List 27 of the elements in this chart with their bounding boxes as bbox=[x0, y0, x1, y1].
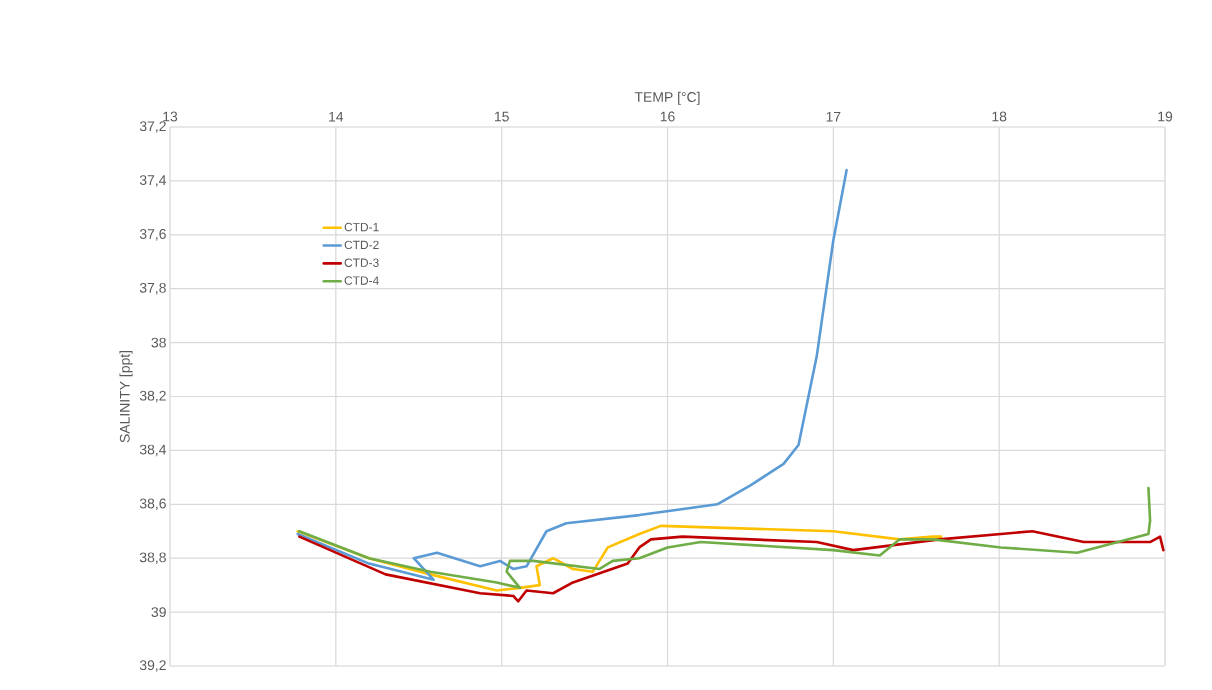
legend-label: CTD-2 bbox=[344, 240, 379, 250]
y-tick-label: 38,6 bbox=[139, 498, 166, 511]
y-tick-label: 39 bbox=[151, 607, 166, 618]
y-tick-label: 37,6 bbox=[139, 229, 166, 241]
legend-label: CTD-4 bbox=[344, 276, 379, 285]
x-tick-label: 13 bbox=[163, 111, 178, 122]
x-tick-label: 17 bbox=[826, 111, 841, 122]
y-tick-label: 37,8 bbox=[139, 282, 166, 295]
y-axis-title: SALINITY [ppt] bbox=[119, 351, 133, 443]
x-tick-label: 19 bbox=[1158, 111, 1173, 122]
y-tick-label: 38,8 bbox=[139, 552, 166, 564]
legend-label: CTD-1 bbox=[344, 222, 379, 232]
y-tick-label: 38 bbox=[151, 337, 166, 348]
legend-label: CTD-3 bbox=[344, 258, 379, 267]
x-tick-label: 15 bbox=[494, 111, 509, 122]
x-axis-title: TEMP [°C] bbox=[634, 91, 700, 105]
x-tick-label: 16 bbox=[660, 111, 675, 122]
y-tick-label: 39,2 bbox=[139, 660, 166, 672]
line-series bbox=[298, 529, 1165, 603]
line-series bbox=[298, 486, 1152, 590]
y-tick-label: 38,2 bbox=[139, 390, 166, 403]
y-tick-label: 37,4 bbox=[139, 175, 167, 187]
y-tick-label: 37,2 bbox=[139, 121, 166, 133]
y-tick-label: 38,4 bbox=[139, 444, 167, 457]
x-tick-label: 14 bbox=[329, 111, 344, 122]
x-tick-label: 18 bbox=[992, 111, 1007, 122]
line-series bbox=[296, 168, 848, 582]
